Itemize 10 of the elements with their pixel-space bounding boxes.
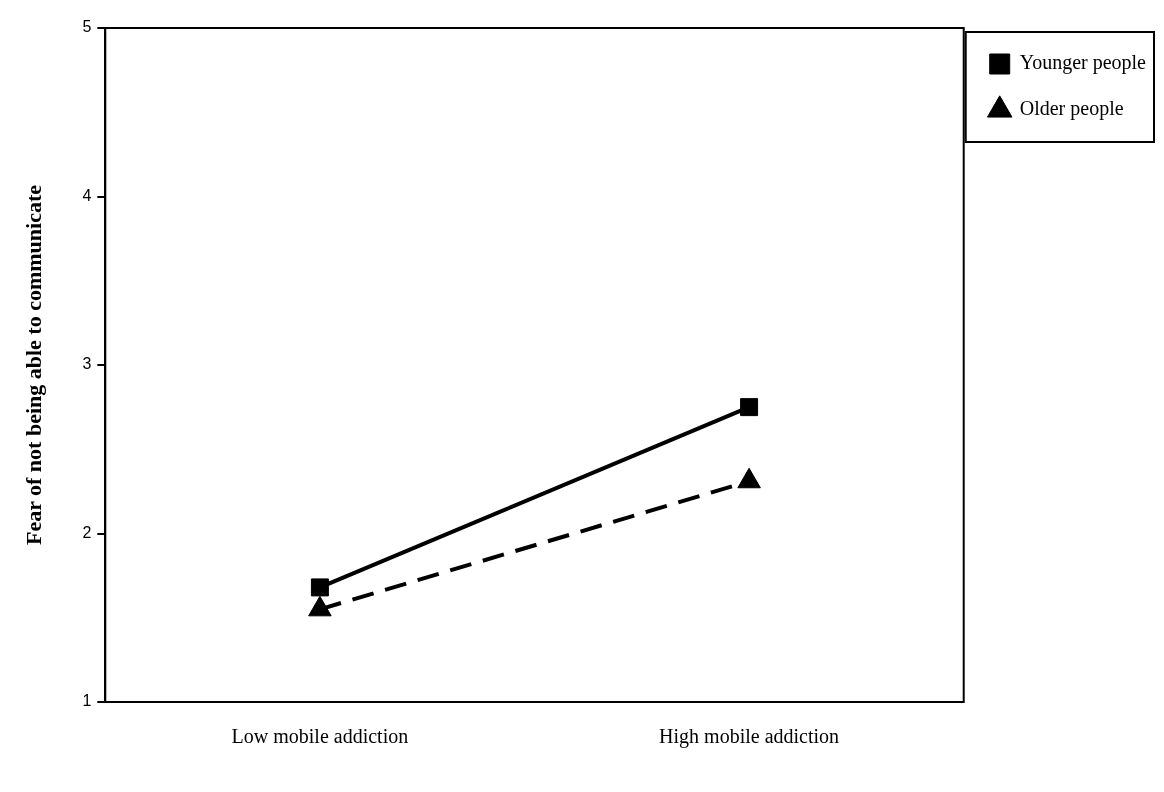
legend-label: Younger people — [1019, 51, 1147, 75]
y-axis-title: Fear of not being able to communicate — [20, 184, 46, 546]
legend-label: Older people — [1019, 97, 1124, 121]
y-tick-label: 1 — [82, 692, 92, 710]
x-tick-label: Low mobile addiction — [231, 725, 409, 748]
y-tick-label: 4 — [82, 186, 92, 204]
x-tick-label: High mobile addiction — [659, 725, 840, 749]
y-tick-label: 2 — [82, 523, 92, 541]
y-tick-label: 3 — [82, 355, 92, 373]
y-tick-label: 5 — [82, 18, 92, 36]
